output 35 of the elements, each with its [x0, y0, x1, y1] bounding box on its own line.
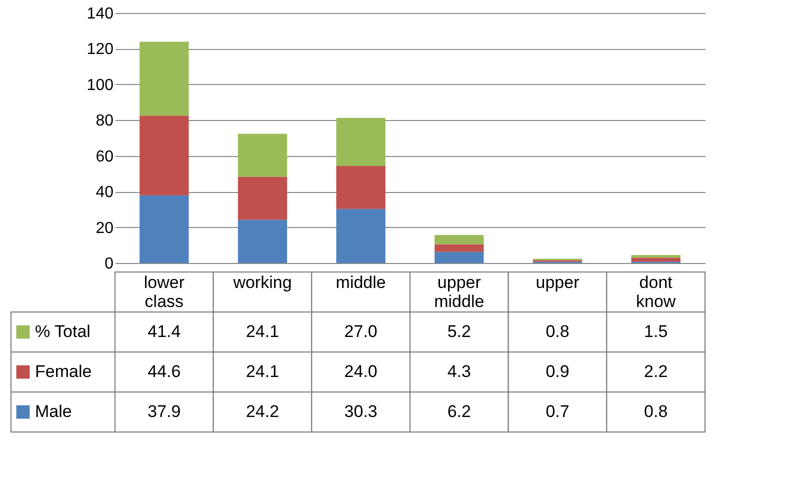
- data-label: 24.0: [344, 362, 378, 381]
- x-tick-label: lower class: [144, 273, 185, 311]
- data-label: 30.3: [344, 402, 378, 421]
- y-tick-label: 120: [86, 41, 114, 58]
- x-tick-label: upper middle: [434, 273, 484, 311]
- legend-label: % Total: [35, 322, 90, 341]
- data-label: 2.2: [644, 362, 668, 381]
- x-tick-label: working: [232, 273, 292, 292]
- data-label: 24.1: [246, 362, 280, 381]
- data-label: 1.5: [644, 322, 668, 341]
- data-label: 24.1: [246, 322, 280, 341]
- y-tick-label: 0: [104, 256, 114, 272]
- data-label: 41.4: [148, 322, 181, 341]
- data-label: 0.7: [546, 402, 570, 421]
- data-label: 44.6: [148, 362, 181, 381]
- data-label: 0.9: [546, 362, 570, 381]
- y-tick-label: 20: [96, 220, 114, 237]
- data-label: 24.2: [246, 402, 280, 421]
- y-tick-label: 140: [86, 6, 114, 22]
- x-tick-label: upper: [536, 273, 580, 292]
- y-tick-label: 60: [96, 148, 114, 166]
- data-label: 27.0: [344, 322, 378, 341]
- x-tick-label: middle: [336, 273, 386, 292]
- legend-label: Female: [35, 362, 92, 381]
- data-label: 5.2: [447, 322, 471, 341]
- data-label: 0.8: [644, 402, 668, 421]
- y-tick-label: 40: [96, 184, 114, 202]
- legend-label: Male: [35, 402, 72, 421]
- y-tick-label: 100: [86, 76, 114, 94]
- data-label: 37.9: [148, 402, 181, 421]
- data-label: 6.2: [447, 402, 471, 421]
- data-label: 4.3: [447, 362, 471, 381]
- y-tick-label: 80: [96, 112, 114, 130]
- data-label: 0.8: [546, 322, 570, 341]
- x-tick-label: dont know: [636, 273, 676, 311]
